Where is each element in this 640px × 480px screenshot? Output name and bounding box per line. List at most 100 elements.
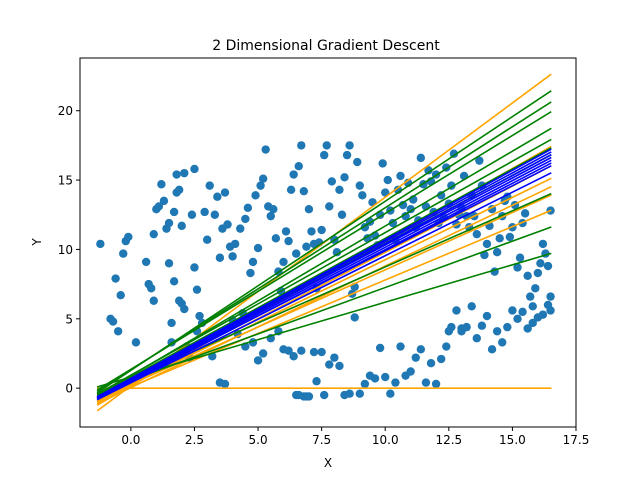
y-axis-label: Y (30, 238, 44, 247)
x-tick-label: 2.5 (185, 433, 204, 447)
x-axis-ticks: 0.0 2.5 5.0 7.5 10.0 12.5 15.0 17.5 (121, 427, 589, 447)
data-point (149, 229, 158, 239)
data-point (543, 261, 553, 271)
regression-line (96, 138, 552, 395)
data-point (396, 342, 405, 351)
data-point (180, 304, 189, 314)
x-tick-label: 0.0 (121, 433, 140, 447)
data-point (154, 202, 164, 211)
data-point (215, 253, 225, 262)
data-point (281, 227, 291, 236)
data-point (289, 170, 298, 179)
data-point (113, 327, 123, 336)
regression-line (96, 156, 552, 398)
data-point (472, 334, 481, 343)
data-point (210, 210, 220, 219)
data-point (515, 253, 525, 262)
data-point (241, 214, 250, 224)
data-point (536, 259, 545, 268)
regression-line (96, 177, 552, 402)
data-point (164, 259, 174, 268)
data-point (452, 306, 461, 315)
data-point (475, 156, 484, 165)
data-point (111, 274, 120, 283)
data-point (467, 302, 476, 311)
regression-line (96, 110, 552, 391)
data-point (381, 372, 390, 382)
data-point (302, 242, 311, 251)
data-point (195, 311, 204, 321)
data-point (355, 389, 364, 398)
data-point (317, 347, 326, 357)
data-point (319, 390, 329, 400)
data-point (289, 352, 298, 361)
data-point (472, 229, 481, 239)
data-point (444, 327, 454, 336)
data-point (175, 185, 184, 194)
data-point (246, 268, 255, 278)
data-point (131, 338, 141, 347)
data-point (223, 220, 232, 229)
x-tick-label: 15.0 (499, 433, 526, 447)
data-point (401, 211, 410, 221)
data-point (261, 145, 270, 154)
data-point (487, 345, 497, 354)
data-point (258, 174, 268, 183)
data-point (292, 249, 301, 258)
data-point (330, 353, 339, 362)
data-point (205, 181, 214, 190)
data-point (299, 186, 309, 196)
data-point (284, 236, 293, 246)
data-point (424, 166, 433, 175)
y-axis-ticks: 0 5 10 15 20 (58, 104, 80, 396)
data-point (258, 349, 268, 358)
data-point (340, 173, 349, 182)
data-point (436, 354, 446, 364)
data-point (284, 346, 293, 355)
data-point (202, 235, 212, 244)
data-point (335, 361, 344, 371)
data-point (271, 234, 281, 243)
data-point (167, 318, 176, 328)
data-point (243, 203, 253, 213)
x-tick-label: 12.5 (435, 433, 462, 447)
data-point (312, 377, 321, 386)
data-point (332, 248, 342, 257)
data-point (492, 327, 502, 336)
data-point (523, 324, 532, 333)
data-point (518, 307, 527, 317)
data-point (531, 284, 540, 293)
data-point (411, 353, 420, 362)
data-point (546, 306, 555, 315)
data-point (358, 191, 367, 200)
data-point (266, 211, 275, 221)
data-point (538, 310, 548, 319)
data-point (495, 234, 504, 243)
data-point (426, 358, 436, 368)
data-point (396, 171, 405, 181)
data-point (159, 196, 169, 206)
data-point (116, 291, 125, 300)
data-point (477, 321, 487, 330)
data-point (169, 277, 179, 286)
data-point (391, 378, 400, 387)
data-point (533, 268, 543, 278)
x-tick-label: 10.0 (372, 433, 399, 447)
data-point (192, 285, 202, 294)
data-point (213, 192, 222, 201)
data-point (307, 227, 316, 236)
data-point (449, 149, 459, 158)
data-point (416, 153, 426, 163)
data-point (421, 378, 431, 387)
plot-frame (79, 57, 577, 428)
data-point (482, 239, 492, 249)
regression-line (96, 159, 552, 399)
y-tick-label: 15 (58, 174, 73, 188)
data-point (513, 314, 522, 323)
data-point (375, 343, 385, 353)
data-point (309, 347, 319, 357)
data-point (345, 389, 354, 398)
data-point (337, 210, 347, 219)
data-point (353, 157, 362, 167)
